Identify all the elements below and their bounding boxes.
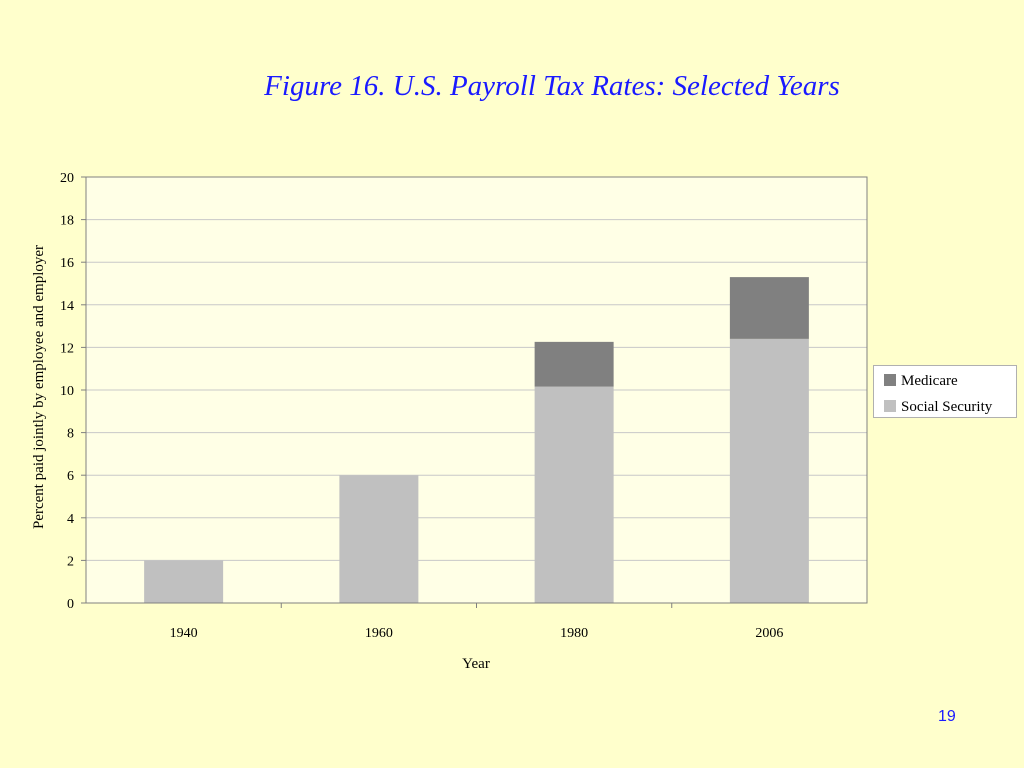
y-tick-label: 10 [60,384,74,399]
bar-social-security-1960 [339,475,419,603]
x-axis-title: Year [462,656,490,672]
y-tick-label: 2 [67,554,74,569]
bar-social-security-2006 [729,338,809,603]
y-axis-ticks: 0 2 4 6 8 10 12 14 16 18 20 [60,171,86,612]
y-tick-label: 0 [67,597,74,612]
x-tick-label: 2006 [755,626,783,641]
plot-border [85,176,868,604]
chart-title: Figure 16. U.S. Payroll Tax Rates: Selec… [264,70,840,102]
y-tick-label: 18 [60,214,74,229]
page-number: 19 [938,708,956,725]
legend-label-social-security: Social Security [901,399,993,415]
bars [144,277,809,603]
y-tick-label: 16 [60,256,74,271]
x-tick-label: 1940 [170,626,198,641]
legend-swatch-social-security [884,400,896,412]
bar-medicare-1980 [534,341,614,387]
bar-medicare-2006 [729,277,809,339]
x-axis-ticks: 1940 1960 1980 2006 [170,603,783,641]
x-tick-label: 1960 [365,626,393,641]
y-tick-label: 6 [67,469,74,484]
x-tick-label: 1980 [560,626,588,641]
y-tick-label: 20 [60,171,74,186]
bar-social-security-1940 [144,560,224,603]
legend-item-social-security: Social Security [884,398,992,416]
legend: Medicare Social Security [873,365,1017,418]
legend-swatch-medicare [884,374,896,386]
y-tick-label: 4 [67,512,74,527]
bar-social-security-1980 [534,386,614,603]
y-axis-title: Percent paid jointly by employee and emp… [31,245,47,529]
legend-item-medicare: Medicare [884,372,958,390]
y-tick-label: 8 [67,427,74,442]
legend-label-medicare: Medicare [901,373,958,389]
y-tick-label: 14 [60,299,74,314]
y-tick-label: 12 [60,341,74,356]
